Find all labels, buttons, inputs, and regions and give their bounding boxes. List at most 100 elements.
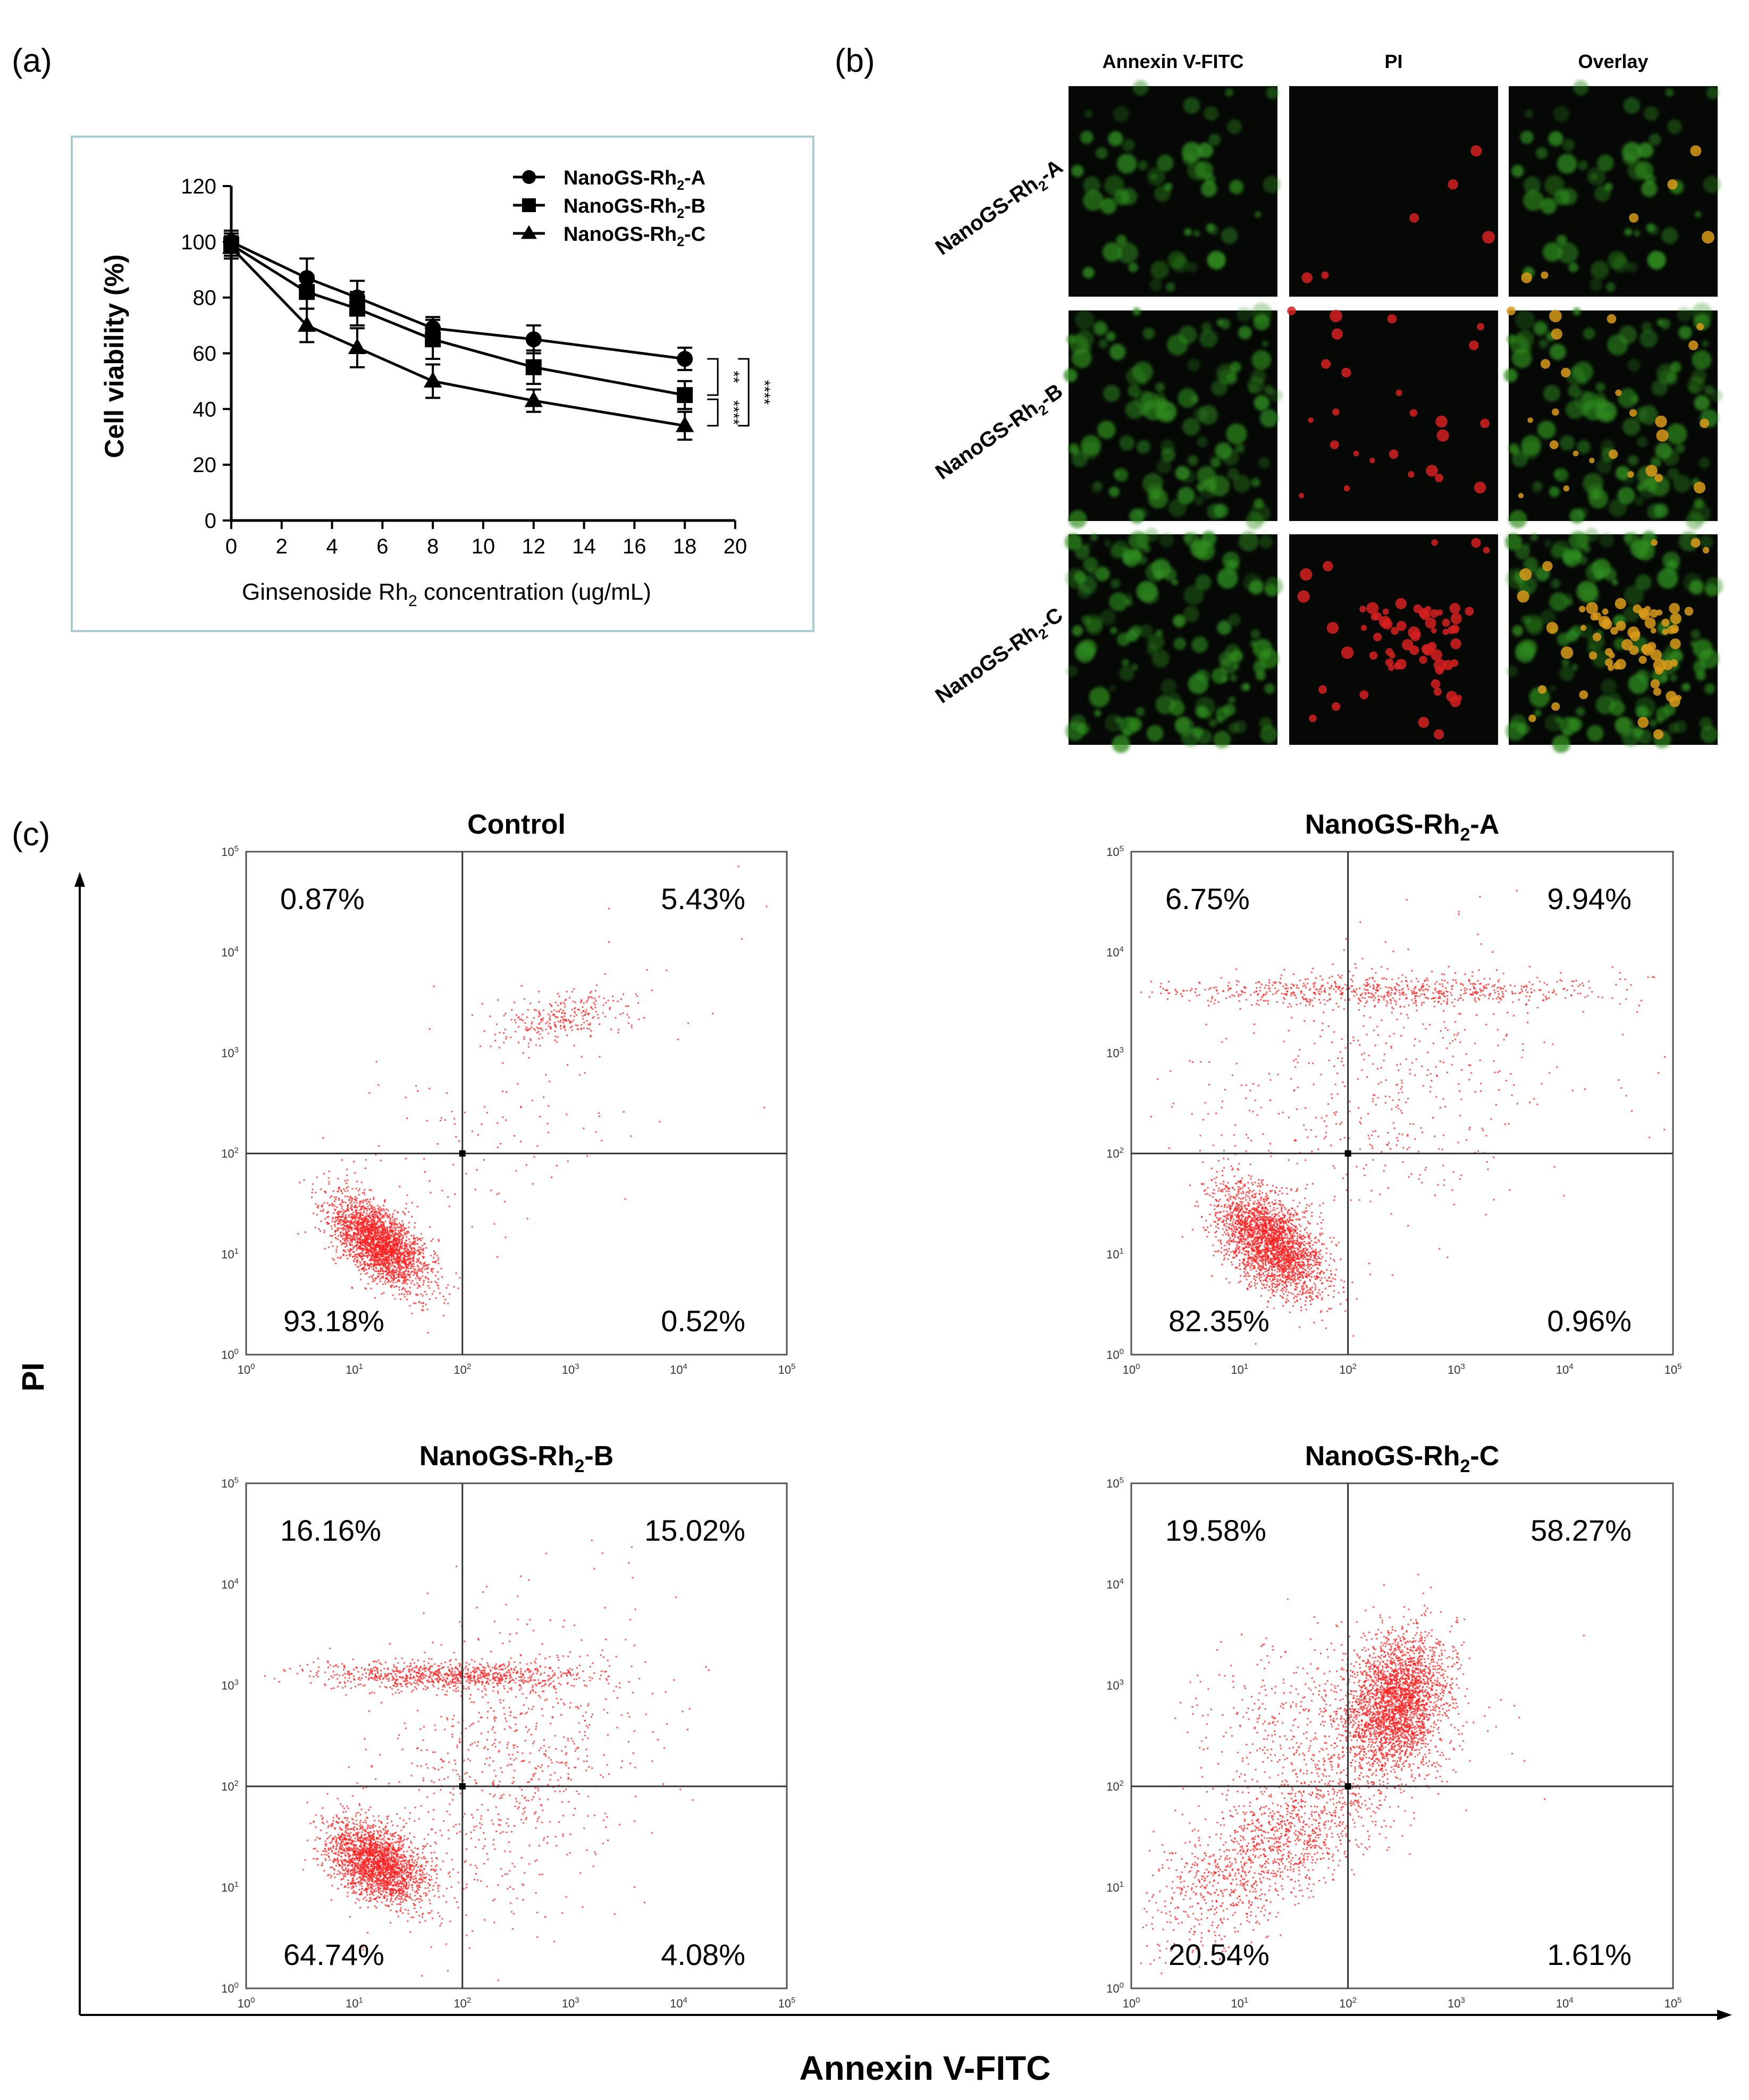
green-cell (1227, 613, 1241, 627)
scatter-point (1299, 1202, 1301, 1204)
scatter-point (1246, 1191, 1248, 1194)
green-cell (1550, 544, 1565, 559)
scatter-point (1317, 1292, 1319, 1294)
red-cell (1431, 627, 1437, 634)
scatter-point (1226, 1215, 1229, 1217)
green-cell (1255, 670, 1266, 681)
scatter-point (326, 1202, 329, 1204)
scatter-point (403, 1245, 406, 1247)
data-point (677, 350, 693, 367)
scatter-point (386, 1227, 388, 1229)
x-tick-label: 14 (572, 535, 596, 558)
scatter-point (373, 1228, 375, 1230)
scatter-point (413, 1272, 415, 1274)
red-cell (1610, 627, 1618, 635)
scatter-point (398, 1242, 400, 1245)
scatter-point (393, 1242, 395, 1244)
series-line (230, 243, 685, 397)
green-cell (1197, 466, 1216, 486)
scatter-point (398, 1275, 400, 1277)
scatter-point (398, 1226, 400, 1228)
scatter-point (360, 1224, 362, 1226)
scatter-point (389, 1281, 391, 1283)
scatter-point (372, 1233, 374, 1236)
green-cell (1523, 542, 1531, 550)
micrograph-annexin (1069, 80, 1281, 297)
green-cell (1702, 340, 1709, 347)
scatter-point (364, 1207, 366, 1209)
scatter-point (352, 1251, 354, 1253)
scatter-point (590, 990, 592, 993)
scatter-point (371, 1239, 373, 1241)
scatter-point (388, 1280, 390, 1282)
scatter-point (425, 1276, 427, 1279)
micrograph-overlay (1504, 527, 1723, 753)
scatter-point (420, 1293, 422, 1295)
scatter-point (339, 1219, 341, 1221)
scatter-point (497, 1256, 499, 1258)
scatter-point (534, 1009, 536, 1011)
scatter-point (299, 1181, 301, 1183)
red-cell (1474, 482, 1486, 494)
scatter-point (304, 1231, 306, 1233)
green-cell (1661, 675, 1668, 683)
scatter-point (415, 1261, 417, 1263)
scatter-point (598, 1017, 600, 1019)
green-cell (1644, 106, 1659, 121)
scatter-point (556, 1041, 558, 1043)
scatter-point (563, 1026, 565, 1028)
scatter-point (408, 1279, 410, 1281)
scatter-point (1257, 1199, 1259, 1202)
scatter-point (1308, 1222, 1310, 1224)
scatter-point (402, 1225, 404, 1227)
scatter-point (377, 1217, 380, 1220)
green-cell (1236, 306, 1252, 322)
scatter-point (414, 1240, 416, 1242)
scatter-point (402, 1257, 405, 1259)
scatter-point (538, 1010, 540, 1012)
x-tick-label: 4 (326, 535, 338, 558)
scatter-point (344, 1246, 346, 1248)
scatter-point (421, 1268, 423, 1270)
scatter-point (383, 1222, 385, 1224)
scatter-point (576, 1028, 578, 1030)
scatter-point (403, 1273, 405, 1275)
green-cell (1121, 659, 1130, 667)
scatter-point (419, 1261, 422, 1263)
red-cell (1430, 609, 1439, 618)
scatter-point (379, 1280, 381, 1282)
green-cell (1250, 629, 1260, 639)
scatter-point (356, 1220, 358, 1222)
scatter-point (392, 1233, 394, 1235)
scatter-point (514, 1001, 516, 1003)
green-cell (1227, 559, 1234, 567)
scatter-point (422, 1245, 424, 1247)
scatter-point (382, 1273, 384, 1275)
scatter-point (542, 1009, 544, 1011)
scatter-point (436, 1284, 439, 1287)
tick-exponent: 2 (467, 1362, 471, 1371)
scatter-point (591, 997, 593, 999)
green-cell (1624, 228, 1633, 236)
scatter-point (398, 1260, 400, 1262)
scatter-point (351, 1204, 353, 1206)
green-cell (1229, 674, 1237, 682)
scatter-point (397, 1258, 399, 1261)
scatter-point (428, 1298, 431, 1300)
green-cell (1254, 394, 1270, 411)
scatter-point (369, 1220, 371, 1222)
red-cell (1650, 679, 1660, 689)
scatter-point (328, 1181, 330, 1183)
scatter-point (361, 1240, 364, 1242)
red-cell (1418, 717, 1430, 728)
scatter-point (1243, 1247, 1246, 1249)
scatter-point (356, 1262, 358, 1264)
micrograph-pi (1289, 86, 1498, 297)
green-cell (1706, 86, 1719, 99)
red-cell (1343, 485, 1350, 492)
red-cell (1649, 609, 1658, 618)
scatter-point (399, 1272, 401, 1274)
scatter-point (1263, 1198, 1265, 1200)
green-cell (1183, 97, 1200, 114)
scatter-point (356, 1228, 358, 1230)
